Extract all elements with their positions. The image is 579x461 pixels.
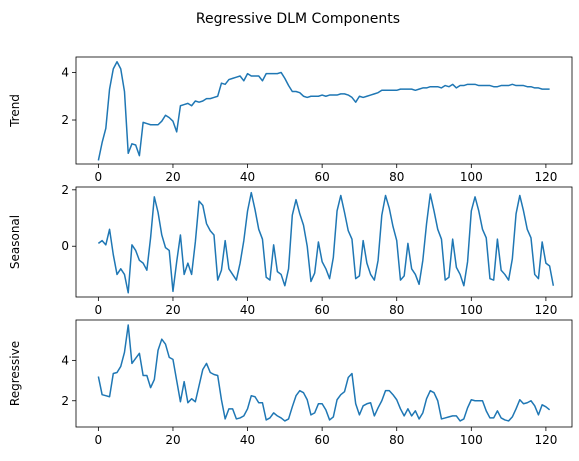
- x-tick-label: 20: [165, 433, 180, 447]
- x-tick-label: 40: [240, 170, 255, 184]
- x-tick-label: 80: [389, 303, 404, 317]
- x-tick-label: 120: [534, 303, 557, 317]
- figure-title: Regressive DLM Components: [196, 11, 400, 27]
- series-line: [97, 61, 550, 161]
- panel-1: 0 20 40 60 80 100 120 0 2 Seasonal: [8, 183, 573, 317]
- x-tick-label: 20: [165, 303, 180, 317]
- x-tick-label: 100: [460, 433, 483, 447]
- y-axis-label: Seasonal: [8, 215, 22, 269]
- x-tick-label: 120: [534, 433, 557, 447]
- y-tick-label: 4: [61, 353, 69, 367]
- y-tick-label: 2: [61, 183, 69, 197]
- x-tick-label: 60: [314, 433, 329, 447]
- x-tick-label: 100: [460, 303, 483, 317]
- axes-frame: [75, 319, 573, 428]
- axes-frame: [75, 186, 573, 298]
- x-tick-label: 0: [95, 170, 103, 184]
- x-tick-label: 60: [314, 170, 329, 184]
- x-tick-label: 0: [95, 433, 103, 447]
- series-line: [97, 191, 555, 294]
- y-axis-label: Trend: [8, 94, 22, 128]
- x-tick-label: 60: [314, 303, 329, 317]
- x-tick-label: 0: [95, 303, 103, 317]
- x-tick-label: 20: [165, 170, 180, 184]
- y-tick-label: 2: [61, 394, 69, 408]
- y-tick-label: 4: [61, 65, 69, 79]
- x-tick-label: 80: [389, 170, 404, 184]
- panel-0: 0 20 40 60 80 100 120 2 4 Trend: [8, 56, 573, 184]
- panel-2: 0 20 40 60 80 100 120 2 4 Regressive: [8, 319, 573, 447]
- x-tick-label: 40: [240, 303, 255, 317]
- y-tick-label: 2: [61, 113, 69, 127]
- x-tick-label: 40: [240, 433, 255, 447]
- x-tick-label: 80: [389, 433, 404, 447]
- x-tick-label: 120: [534, 170, 557, 184]
- y-tick-label: 0: [61, 239, 69, 253]
- axes-frame: [75, 56, 573, 165]
- x-tick-label: 100: [460, 170, 483, 184]
- y-axis-label: Regressive: [8, 341, 22, 406]
- series-line: [97, 324, 551, 422]
